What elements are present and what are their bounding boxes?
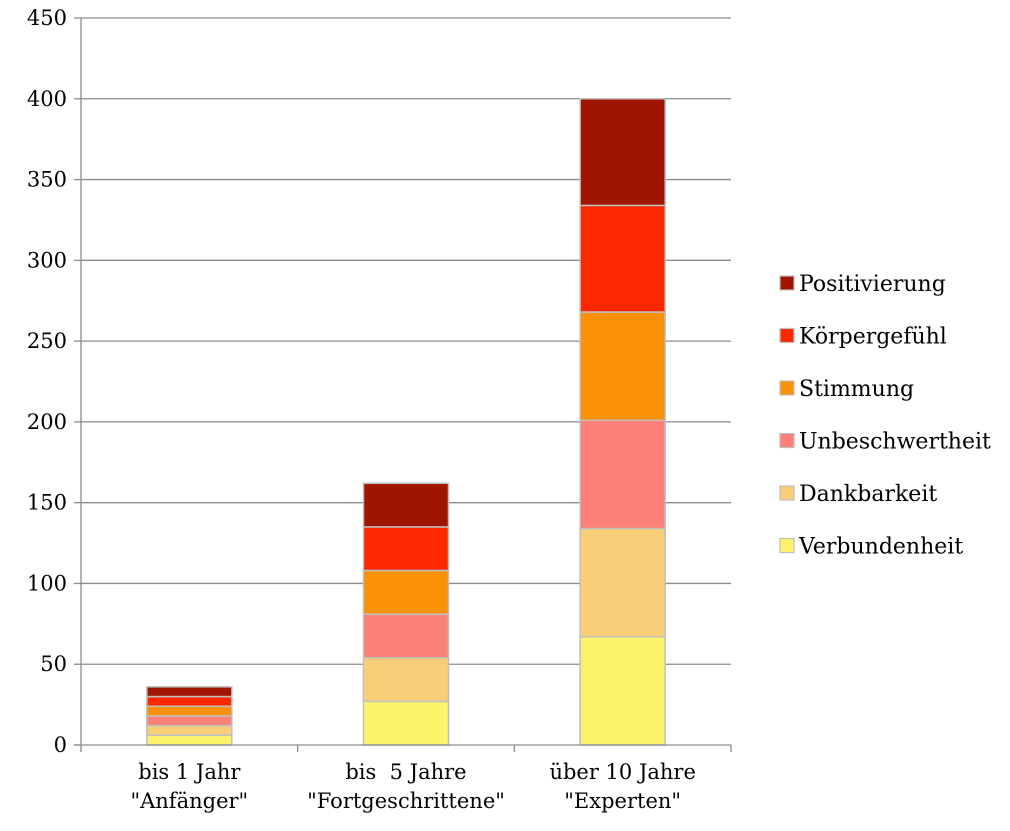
y-axis-ticks: 0 50 100 150 200 250 300 350 400 450	[27, 6, 81, 757]
x-axis-labels: bis 1 Jahr "Anfänger" bis 5 Jahre "Fortgesc…	[130, 760, 695, 813]
legend-swatch	[779, 380, 795, 396]
legend-swatch	[779, 327, 795, 344]
gridlines	[81, 17, 731, 665]
y-tick-label: 0	[54, 733, 67, 757]
x-tick-label: bis 5 Jahre	[345, 760, 466, 784]
legend-label: Unbeschwertheit	[799, 430, 991, 455]
legend-swatch	[779, 432, 795, 449]
legend-swatch	[779, 537, 795, 554]
y-tick-label: 450	[27, 6, 67, 30]
y-tick-label: 300	[27, 248, 67, 272]
bar-segment-dankbarkeit	[362, 657, 450, 703]
bar-segment-stimmung	[146, 705, 233, 717]
bar-segment-positivierung	[579, 98, 666, 207]
y-tick-label: 200	[27, 410, 67, 434]
bar-segment-verbundenheit	[146, 734, 233, 746]
bar-segment-unbeschwertheit	[146, 715, 233, 727]
y-tick-label: 150	[27, 491, 67, 515]
x-tick-label: "Anfänger"	[130, 789, 248, 813]
bar-segment-verbundenheit	[579, 636, 666, 746]
bar-segment-dankbarkeit	[146, 724, 233, 737]
y-tick-label: 100	[27, 571, 67, 595]
x-tick-label: bis 1 Jahr	[138, 760, 241, 784]
y-tick-label: 400	[27, 87, 67, 111]
bar-segment-k-rpergef-hl	[362, 526, 450, 572]
legend-label: Körpergefühl	[799, 325, 947, 350]
y-tick-label: 50	[40, 652, 67, 676]
bar-segment-positivierung	[362, 482, 450, 528]
legend-swatch	[779, 275, 795, 291]
bar-segment-unbeschwertheit	[579, 419, 666, 530]
bar-segment-stimmung	[579, 311, 666, 422]
legend-label: Positivierung	[799, 272, 946, 297]
bar-segment-unbeschwertheit	[362, 613, 450, 659]
y-tick-label: 250	[27, 329, 67, 353]
y-tick-label: 350	[27, 168, 67, 192]
bar-segment-stimmung	[362, 569, 450, 615]
legend-label: Verbundenheit	[798, 535, 963, 560]
bars	[146, 98, 666, 746]
legend: Positivierung Körpergefühl Stimmung Unbesch…	[779, 272, 991, 560]
x-tick-label: über 10 Jahre	[549, 760, 695, 784]
x-tick-label: "Fortgeschrittene"	[307, 789, 505, 813]
bar-segment-k-rpergef-hl	[579, 204, 666, 313]
bar-segment-k-rpergef-hl	[146, 695, 233, 707]
bar-segment-verbundenheit	[362, 700, 450, 746]
legend-label: Stimmung	[799, 377, 914, 402]
bar-segment-dankbarkeit	[579, 527, 666, 638]
legend-swatch	[779, 485, 795, 501]
axes	[74, 18, 732, 752]
bar-segment-positivierung	[146, 686, 233, 698]
x-tick-label: "Experten"	[564, 789, 681, 813]
legend-label: Dankbarkeit	[799, 482, 937, 507]
